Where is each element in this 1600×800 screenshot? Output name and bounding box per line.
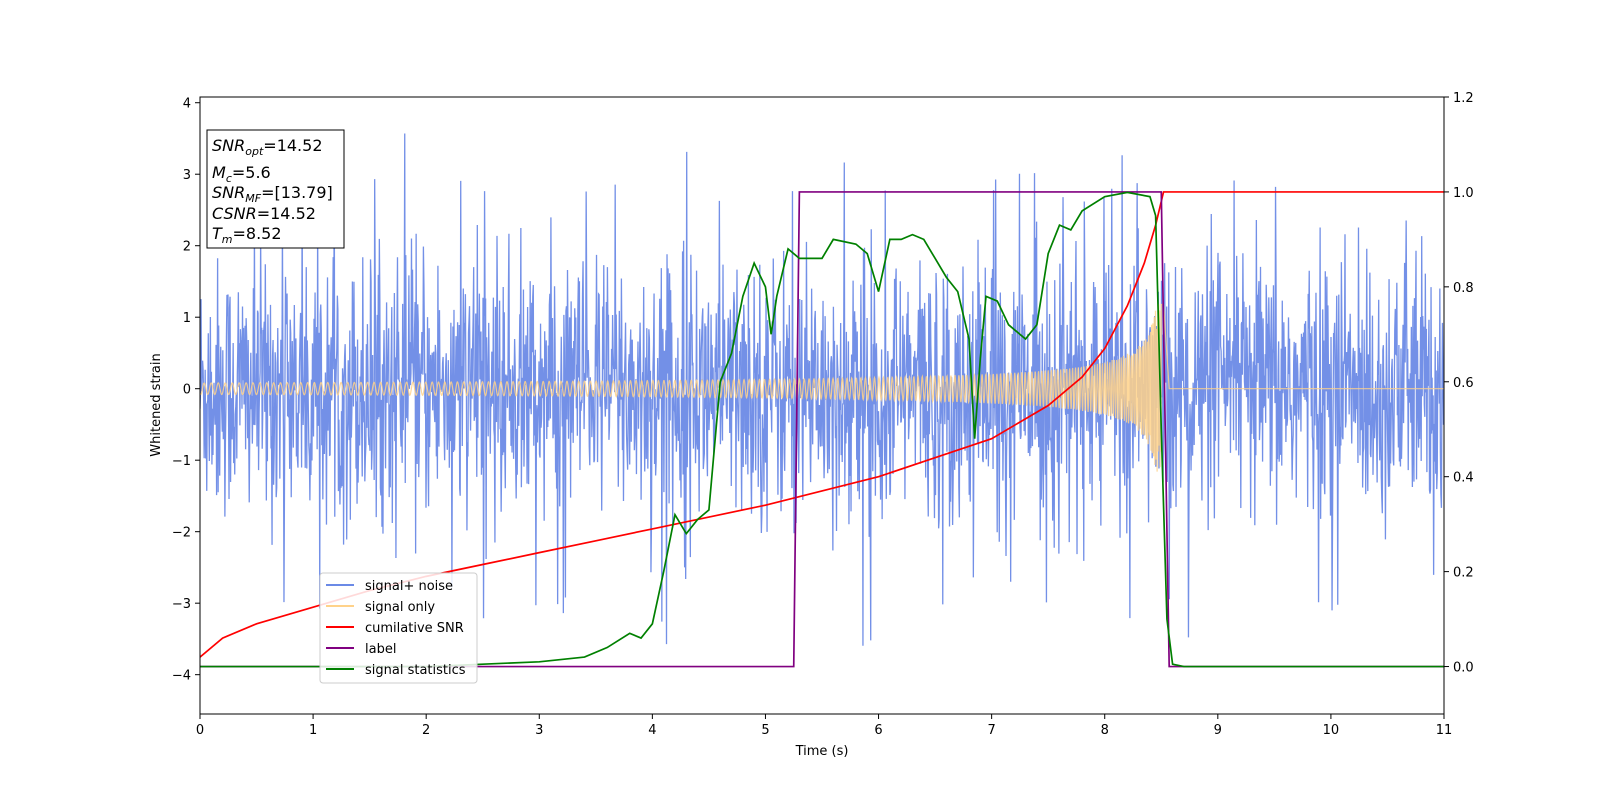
info-box: SNRopt=14.52 Mc=5.6 SNRMF=[13.79] CSNR=1… [206,129,345,249]
info-tm: Tm=8.52 [212,224,282,246]
x-axis: 0 1 2 3 4 5 6 7 8 9 10 11 [196,714,1452,738]
x-tick-label: 4 [648,723,656,738]
legend: signal+ noise signal only cumilative SNR la… [319,572,478,684]
series-signal-noise [200,133,1444,646]
x-tick-label: 0 [196,723,204,738]
x-tick-label: 8 [1101,723,1109,738]
x-tick-label: 3 [535,723,543,738]
legend-label: signal only [365,600,435,615]
legend-label: cumilative SNR [365,621,464,636]
info-csnr: CSNR=14.52 [212,204,316,223]
x-tick-label: 6 [874,723,882,738]
x-tick-label: 2 [422,723,430,738]
series-signal-statistics [200,191,1444,668]
legend-label: signal+ noise [365,579,453,594]
y-tick-label-left: −4 [172,669,191,684]
x-tick-label: 11 [1436,723,1453,738]
y-axis-right: 1.2 1.0 0.8 0.6 0.4 0.2 0.0 [1444,91,1474,676]
y-tick-label-left: 2 [183,240,191,255]
y-tick-label-right: 0.8 [1453,281,1474,296]
y-tick-label-left: 4 [183,97,191,112]
info-snr-mf: SNRMF=[13.79] [212,183,333,205]
x-tick-label: 9 [1214,723,1222,738]
y-tick-label-right: 1.0 [1453,186,1474,201]
plot-frame [199,96,1445,715]
series-signal-only [200,303,1444,472]
y-tick-label-left: 3 [183,168,191,183]
legend-label: signal statistics [365,663,466,678]
legend-label: label [365,642,396,657]
y-tick-label-right: 0.6 [1453,376,1474,391]
info-mc: Mc=5.6 [212,163,271,185]
y-tick-label-right: 0.2 [1453,566,1474,581]
y-tick-label-left: −3 [172,597,191,612]
info-snr-opt: SNRopt=14.52 [212,136,323,158]
x-tick-label: 1 [309,723,317,738]
x-axis-label: Time (s) [795,744,849,759]
y-tick-label-right: 1.2 [1453,91,1474,106]
y-tick-label-left: 0 [183,383,191,398]
y-axis-label: Whitened strain [149,353,164,456]
y-tick-label-right: 0.4 [1453,471,1474,486]
x-tick-label: 10 [1323,723,1340,738]
y-tick-label-left: 1 [183,311,191,326]
x-tick-label: 5 [761,723,769,738]
x-tick-label: 7 [987,723,995,738]
y-tick-label-right: 0.0 [1453,661,1474,676]
y-tick-label-left: −1 [172,454,191,469]
y-tick-label-left: −2 [172,526,191,541]
y-axis-left: 4 3 2 1 0 −1 −2 −3 −4 [172,97,200,684]
